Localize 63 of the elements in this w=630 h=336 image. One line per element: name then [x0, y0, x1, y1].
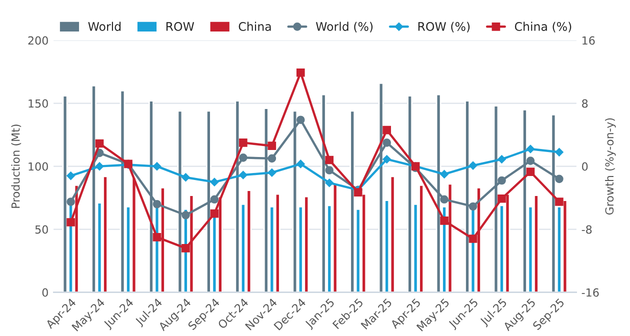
point: [296, 116, 305, 124]
point: [555, 198, 564, 206]
point: [296, 68, 305, 77]
point: [325, 156, 334, 164]
y-tick-label: 0: [42, 288, 48, 297]
y2-axis-title: Growth (%y-on-y): [605, 118, 616, 215]
point: [95, 162, 104, 170]
point: [152, 233, 162, 242]
point: [152, 200, 162, 208]
point: [152, 162, 162, 170]
legend-label: World (%): [316, 22, 373, 32]
point: [325, 178, 334, 187]
y-axis-title: Production (Mt): [11, 124, 22, 208]
point: [66, 172, 75, 180]
point: [182, 210, 190, 220]
point: [382, 138, 391, 147]
point: [268, 142, 276, 150]
legend-label: ROW (%): [418, 22, 470, 32]
point: [210, 209, 219, 218]
point: [526, 168, 535, 176]
point: [95, 139, 104, 148]
point: [268, 168, 276, 177]
point: [239, 170, 248, 180]
y-tick-label: 150: [28, 99, 48, 108]
legend-label: World: [88, 22, 121, 31]
point: [526, 144, 535, 154]
y2-tick-label: 0: [582, 162, 588, 171]
point: [182, 244, 190, 252]
point: [468, 161, 478, 170]
point: [498, 176, 506, 185]
point: [382, 155, 391, 164]
point: [498, 155, 506, 164]
point: [66, 198, 75, 206]
point: [66, 218, 75, 226]
point: [239, 153, 248, 162]
point: [239, 138, 248, 147]
y2-tick-label: 8: [582, 99, 588, 108]
point: [182, 173, 190, 182]
legend-label: China: [238, 22, 271, 31]
point: [498, 194, 506, 203]
point: [268, 154, 276, 163]
point: [555, 174, 564, 184]
point: [382, 126, 391, 134]
point: [440, 216, 448, 225]
y-tick-label: 200: [28, 36, 48, 45]
point: [468, 234, 478, 243]
point: [210, 178, 219, 186]
y2-tick-label: 16: [582, 36, 595, 45]
y-tick-label: 50: [35, 225, 48, 234]
y-tick-label: 100: [28, 162, 48, 171]
y2-tick-label: -8: [582, 225, 592, 234]
point: [440, 195, 448, 204]
y2-tick-label: -16: [582, 288, 599, 297]
legend-label: China (%): [514, 22, 572, 32]
point: [468, 202, 478, 211]
point: [296, 160, 305, 168]
point: [440, 170, 448, 178]
point: [526, 156, 535, 165]
point: [354, 188, 362, 196]
point: [325, 166, 334, 174]
legend-label: ROW: [166, 22, 194, 31]
point: [555, 148, 564, 156]
point: [210, 195, 219, 204]
